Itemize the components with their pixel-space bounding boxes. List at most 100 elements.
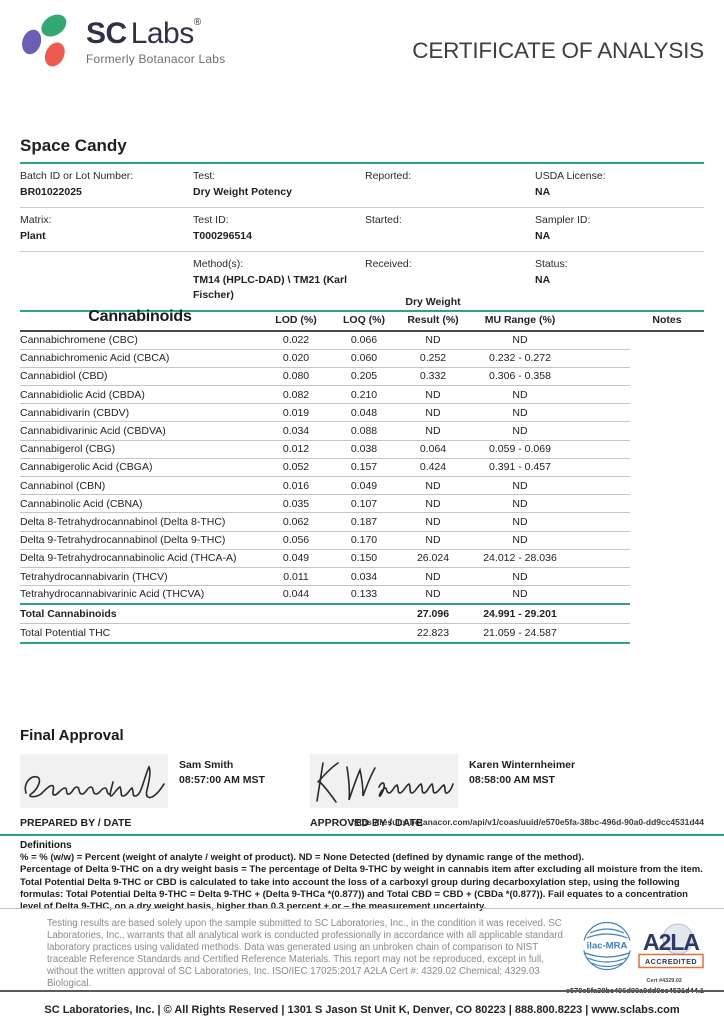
approved-time: 08:58:00 AM MST [469,774,555,786]
loq-value: 0.157 [332,458,396,478]
brand-name-sc: SC [86,17,127,50]
analyte-name: Delta 8-Tetrahydrocannabinol (Delta 8-TH… [20,512,260,532]
notes-value [630,477,704,495]
lod-value: 0.022 [260,331,332,350]
approver-name: Karen Winternheimer [469,759,576,771]
table-row: Tetrahydrocannabivarin (THCV) 0.011 0.03… [20,567,704,587]
field-methods: Method(s): TM14 (HPLC-DAD) \ TM21 (Karl F… [193,258,348,301]
result-value: ND [396,494,470,514]
analyte-name: Cannabinolic Acid (CBNA) [20,494,260,514]
table-row: Delta 8-Tetrahydrocannabinol (Delta 8-TH… [20,512,704,532]
result-value: ND [396,531,470,550]
field-batch-id: Batch ID or Lot Number: BR01022025 [20,170,134,198]
field-reported: Reported: [365,170,412,182]
col-header-result: Result (%) [396,308,470,332]
col-header-notes: Notes [630,308,704,332]
table-row: Cannabigerol (CBG) 0.012 0.038 0.064 0.0… [20,440,704,459]
analyte-name: Cannabichromene (CBC) [20,331,260,350]
prepared-by-block: PREPARED BY / DATE Sam Smith 08:57:00 AM… [20,754,310,829]
document-title: CERTIFICATE OF ANALYSIS [412,38,704,63]
total-cannabinoids-row: Total Cannabinoids 27.096 24.991 - 29.20… [20,602,704,624]
loq-value: 0.210 [332,385,396,405]
approved-by-meta: Karen Winternheimer 08:58:00 AM MST [458,754,575,829]
info-row: Matrix: Plant Test ID: T000296514 Started:… [20,207,704,251]
result-value: ND [396,512,470,532]
final-approval-section: Final Approval PREPARED BY / DATE Sam Sm… [20,727,704,829]
coa-results-url[interactable]: https://results.botanacor.com/api/v1/coa… [351,817,704,827]
lod-value: 0.019 [260,403,332,423]
mu-range-value: ND [470,403,630,423]
table-row: Cannabidiolic Acid (CBDA) 0.082 0.210 ND… [20,385,704,405]
cannabinoids-section: Dry Weight Cannabinoids LOD (%) LOQ (%) … [20,293,704,644]
lod-value: 0.020 [260,349,332,368]
mu-range-value: ND [470,585,630,605]
notes-value [630,367,704,385]
result-value: ND [396,585,470,605]
sample-info-section: Space Candy Batch ID or Lot Number: BR010… [20,136,704,312]
loq-value: 0.066 [332,331,396,350]
analyte-name: Tetrahydrocannabivarinic Acid (THCVA) [20,585,260,605]
table-row: Tetrahydrocannabivarinic Acid (THCVA) 0.… [20,585,704,605]
notes-value [630,331,704,349]
result-value: 0.424 [396,458,470,478]
lod-value: 0.044 [260,585,332,605]
col-header-loq: LOQ (%) [332,308,396,332]
col-header-dry-weight: Dry Weight [405,296,461,308]
loq-value: 0.049 [332,476,396,496]
lod-value: 0.012 [260,440,332,459]
sample-name: Space Candy [20,136,704,164]
notes-value [630,440,704,458]
notes-value [630,586,704,604]
mu-range-value: ND [470,494,630,514]
sample-info-grid: Batch ID or Lot Number: BR01022025 Test: D… [20,164,704,312]
analyte-name: Cannabigerol (CBG) [20,440,260,459]
table-row: Cannabidivarin (CBDV) 0.019 0.048 ND ND [20,403,704,423]
prepared-by-meta: Sam Smith 08:57:00 AM MST [168,754,265,829]
result-value: ND [396,403,470,423]
definitions-line-1: % = % (w/w) = Percent (weight of analyte… [20,852,584,863]
cannabinoids-table: Dry Weight Cannabinoids LOD (%) LOQ (%) … [20,293,704,644]
result-value: ND [396,331,470,350]
analyte-name: Cannabinol (CBN) [20,476,260,496]
loq-value: 0.034 [332,567,396,587]
brand-text: SC Labs® Formerly Botanacor Labs [86,12,225,67]
result-value: ND [396,567,470,587]
lod-value: 0.016 [260,476,332,496]
mu-range-value: ND [470,531,630,550]
mu-range-value: ND [470,476,630,496]
field-sampler-id: Sampler ID: NA [535,214,591,243]
registered-mark: ® [193,17,201,28]
result-value: 26.024 [396,549,470,568]
signature-karen-winternheimer [310,754,458,808]
mu-range-value: 0.391 - 0.457 [470,458,630,478]
loq-value: 0.088 [332,421,396,441]
total-mu-range: 24.991 - 29.201 [470,602,630,624]
disclaimer-text: Testing results are based solely upon th… [47,918,563,990]
mu-range-value: 24.012 - 28.036 [470,549,630,568]
lod-value: 0.011 [260,567,332,587]
mu-range-value: 0.232 - 0.272 [470,349,630,368]
disclaimer-section: Testing results are based solely upon th… [0,908,724,995]
col-header-mu-range: MU Range (%) [470,308,630,332]
total-result: 22.823 [396,623,470,644]
notes-value [630,386,704,404]
notes-value [630,513,704,531]
definitions-line-2: Percentage of Delta 9-THC on a dry weigh… [20,864,703,913]
loq-value: 0.205 [332,367,396,387]
field-matrix: Matrix: Plant [20,214,52,243]
table-header-row-top: Dry Weight [20,293,704,308]
a2la-accredited-logo-icon: A2LA ACCREDITED [638,922,704,975]
analyte-name: Cannabichromenic Acid (CBCA) [20,349,260,368]
result-value: ND [396,476,470,496]
lod-value: 0.062 [260,512,332,532]
table-row: Delta 9-Tetrahydrocannabinolic Acid (THC… [20,549,704,568]
analyte-name: Cannabidivarinic Acid (CBDVA) [20,421,260,441]
analyte-name: Cannabidiolic Acid (CBDA) [20,385,260,405]
notes-value [630,422,704,440]
mu-range-value: ND [470,567,630,587]
field-test: Test: Dry Weight Potency [193,170,292,198]
info-row: Method(s): TM14 (HPLC-DAD) \ TM21 (Karl F… [20,251,704,309]
field-started: Started: [365,214,402,227]
ilac-mra-label: ilac-MRA [587,941,628,952]
loq-value: 0.107 [332,494,396,514]
